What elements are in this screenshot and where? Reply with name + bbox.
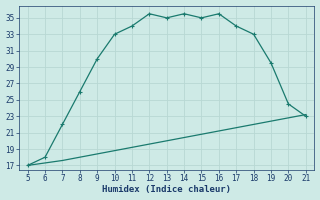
X-axis label: Humidex (Indice chaleur): Humidex (Indice chaleur)	[102, 185, 231, 194]
